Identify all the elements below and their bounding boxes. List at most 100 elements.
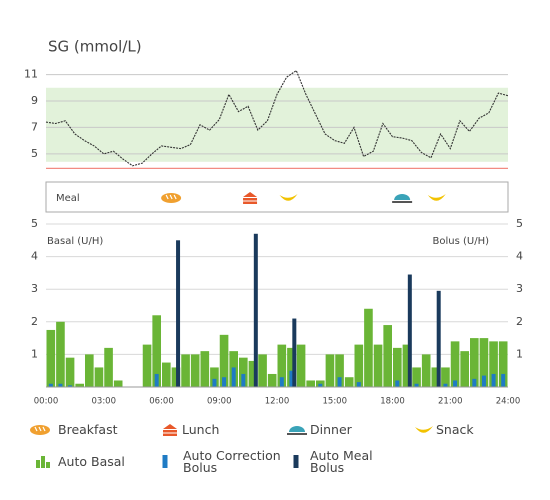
bolus-bar bbox=[292, 318, 297, 387]
basal-bar bbox=[181, 354, 190, 387]
basal-bar bbox=[171, 367, 181, 387]
bolus-bar bbox=[491, 373, 496, 387]
chart-title: SG (mmol/L) bbox=[48, 38, 142, 56]
target-range bbox=[46, 87, 508, 162]
icon-part bbox=[415, 426, 433, 433]
basal-bar bbox=[296, 344, 306, 387]
icon-part bbox=[38, 426, 42, 432]
bolus-bar bbox=[176, 240, 181, 387]
basal-bar bbox=[142, 344, 152, 387]
legend-label: Auto Correction Bolus bbox=[183, 448, 281, 475]
y-tick-label: 2 bbox=[31, 315, 38, 328]
basal-bar bbox=[190, 354, 200, 387]
legend-icon bbox=[293, 455, 299, 468]
x-tick-label: 18:00 bbox=[380, 397, 405, 407]
icon-part bbox=[427, 194, 446, 201]
meal-icon bbox=[243, 192, 258, 204]
basal-bar bbox=[412, 367, 421, 387]
bolus-bar bbox=[279, 377, 284, 387]
basal-bar bbox=[85, 354, 94, 387]
x-tick-label: 24:00 bbox=[496, 397, 521, 407]
bolus-bar bbox=[407, 274, 412, 387]
y-tick-label: 3 bbox=[31, 282, 38, 295]
y2-axis-label: Bolus (U/H) bbox=[433, 236, 490, 247]
legend-icon bbox=[415, 426, 433, 433]
basal-bar bbox=[75, 383, 84, 387]
bolus-bar bbox=[241, 373, 246, 387]
legend-icon bbox=[46, 462, 50, 468]
y2-tick-label: 3 bbox=[516, 282, 523, 295]
basal-bar bbox=[393, 347, 402, 387]
meal-icon bbox=[279, 194, 298, 201]
icon-part bbox=[42, 426, 46, 432]
x-tick-label: 03:00 bbox=[92, 397, 117, 407]
basal-bar bbox=[373, 344, 383, 387]
meal-box bbox=[45, 181, 509, 213]
y2-tick-label: 4 bbox=[516, 250, 523, 263]
bolus-bar bbox=[443, 383, 448, 387]
legend-label: Breakfast bbox=[58, 422, 118, 437]
y-axis-label: Basal (U/H) bbox=[47, 236, 103, 247]
x-tick-label: 21:00 bbox=[438, 397, 463, 407]
y-tick-label: 11 bbox=[24, 68, 38, 81]
bolus-bar bbox=[395, 380, 400, 387]
basal-bar bbox=[383, 325, 392, 387]
icon-part bbox=[289, 426, 305, 432]
bolus-bar bbox=[154, 373, 159, 387]
basal-bar bbox=[344, 377, 354, 387]
bolus-bar bbox=[58, 383, 63, 387]
bolus-bar bbox=[68, 385, 73, 387]
basal-bar bbox=[56, 321, 65, 387]
bolus-bar bbox=[453, 380, 458, 387]
bolus-bar bbox=[212, 378, 217, 387]
basal-bar bbox=[267, 373, 277, 387]
legend-icon bbox=[36, 460, 40, 468]
basal-bar bbox=[479, 338, 489, 387]
basal-bar bbox=[104, 347, 113, 387]
legend-icon bbox=[287, 426, 307, 435]
basal-bar bbox=[402, 344, 412, 387]
basal-bar bbox=[200, 351, 210, 387]
bolus-bar bbox=[337, 377, 342, 387]
basal-bar bbox=[325, 354, 335, 387]
x-tick-label: 12:00 bbox=[265, 397, 290, 407]
icon-part bbox=[165, 194, 169, 200]
y2-tick-label: 1 bbox=[516, 347, 523, 360]
basal-bar bbox=[65, 357, 75, 387]
bolus-bar bbox=[253, 233, 258, 387]
bolus-bar bbox=[356, 382, 361, 387]
basal-bar bbox=[210, 367, 219, 387]
x-tick-label: 15:00 bbox=[323, 397, 348, 407]
basal-bar bbox=[470, 338, 479, 387]
bolus-bar bbox=[436, 290, 441, 387]
basal-bar bbox=[306, 380, 315, 387]
legend-label: Dinner bbox=[310, 422, 352, 437]
bolus-bar bbox=[501, 373, 506, 387]
icon-part bbox=[243, 198, 258, 201]
bolus-bar bbox=[222, 377, 227, 387]
basal-bar bbox=[162, 362, 171, 387]
y2-tick-label: 5 bbox=[516, 217, 523, 230]
icon-part bbox=[173, 194, 177, 200]
meal-icon bbox=[161, 193, 182, 203]
meal-label: Meal bbox=[56, 193, 80, 204]
bolus-bar bbox=[481, 375, 486, 387]
legend-label: Snack bbox=[436, 422, 474, 437]
basal-bar bbox=[489, 341, 498, 387]
legend-icon bbox=[162, 455, 168, 468]
y-tick-label: 5 bbox=[31, 147, 38, 160]
icon-part bbox=[34, 426, 38, 432]
bolus-bar bbox=[414, 383, 419, 387]
legend-icon bbox=[41, 456, 45, 468]
meal-icon bbox=[427, 194, 446, 201]
icon-part bbox=[243, 201, 258, 204]
y-tick-label: 7 bbox=[31, 120, 38, 133]
legend-icon bbox=[30, 425, 50, 435]
y-tick-label: 9 bbox=[31, 94, 38, 107]
icon-part bbox=[394, 194, 411, 200]
basal-bar bbox=[152, 315, 161, 387]
bolus-bar bbox=[318, 383, 323, 387]
basal-bar bbox=[239, 357, 248, 387]
icon-part bbox=[243, 192, 258, 197]
